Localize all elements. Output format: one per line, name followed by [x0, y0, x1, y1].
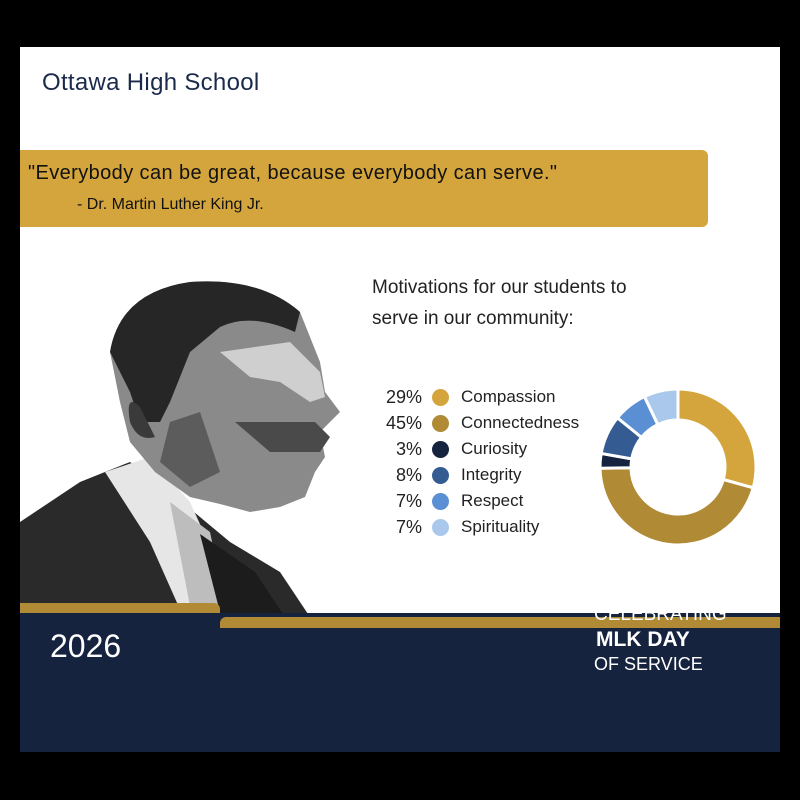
poster: Ottawa High School "Everybody can be gre…	[20, 47, 780, 752]
legend-label: Compassion	[461, 387, 556, 406]
donut-slice-connectedness	[598, 466, 756, 547]
legend-swatch	[432, 466, 449, 484]
legend-label: Respect	[461, 491, 524, 510]
legend-item: 7% Spirituality	[370, 514, 579, 540]
legend-label: Curiosity	[461, 439, 528, 458]
chart-title: Motivations for our students to serve in…	[372, 277, 627, 329]
quote-author: - Dr. Martin Luther King Jr.	[77, 196, 264, 213]
gold-stripe-right	[220, 617, 780, 628]
legend-swatch	[432, 414, 449, 432]
donut-slice-compassion	[676, 387, 758, 490]
donut-chart	[598, 387, 758, 547]
quote-text: "Everybody can be great, because everybo…	[28, 162, 558, 184]
legend-value: 3%	[395, 438, 422, 459]
legend-value: 8%	[395, 464, 422, 485]
footer-band-step	[240, 628, 780, 638]
legend-item: 3% Curiosity	[370, 436, 579, 462]
mlk-day-text: MLK DAY	[596, 628, 690, 651]
legend-item: 7% Respect	[370, 488, 579, 514]
legend-swatch	[432, 440, 449, 458]
year: 2026	[50, 628, 122, 664]
legend-item: 29% Compassion	[370, 384, 579, 410]
gold-stripe-left	[20, 603, 220, 613]
legend-value: 45%	[385, 412, 422, 433]
legend-swatch	[432, 388, 449, 406]
legend-value: 7%	[395, 516, 422, 537]
legend-value: 29%	[385, 386, 422, 407]
legend-value: 7%	[395, 490, 422, 511]
school-name: Ottawa High School	[42, 69, 260, 96]
of-service-text: OF SERVICE	[594, 654, 703, 674]
legend-swatch	[432, 518, 449, 536]
donut-slice-spirituality	[642, 387, 680, 427]
legend-item: 8% Integrity	[370, 462, 579, 488]
legend-label: Integrity	[461, 465, 522, 484]
legend-item: 45% Connectedness	[370, 410, 579, 436]
mlk-portrait-image	[20, 281, 340, 632]
celebrating-text: CELEBRATING	[594, 604, 727, 625]
legend-swatch	[432, 492, 449, 510]
legend-label: Connectedness	[461, 413, 580, 432]
chart-legend: 29% Compassion 45% Connectedness 3% Curiosity…	[370, 384, 579, 540]
quote-banner: "Everybody can be great, because everybo…	[20, 150, 708, 227]
legend-label: Spirituality	[461, 517, 540, 536]
